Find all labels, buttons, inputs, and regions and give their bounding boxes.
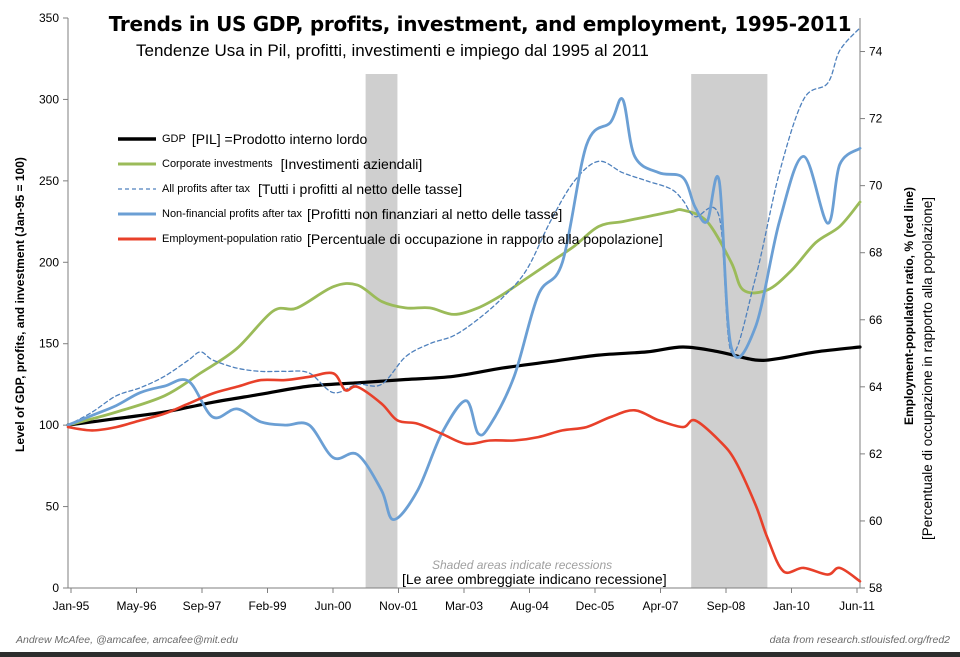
legend-item-nonfinancial-profits: Non-financial profits after tax [Profitt… (118, 203, 562, 225)
legend-swatch-employment (118, 237, 156, 241)
right-tick-label: 58 (869, 581, 883, 595)
legend-label-nonfinancial: Non-financial profits after tax (162, 208, 303, 220)
left-axis-title: Level of GDP, profits, and investment (J… (13, 157, 27, 452)
legend-translation-nonfinancial: [Profitti non finanziari al netto delle … (307, 206, 563, 222)
left-tick-label: 300 (39, 92, 59, 106)
legend-label-gdp: GDP (162, 133, 186, 145)
x-tick-label: Sep-08 (707, 599, 746, 613)
left-tick-label: 100 (39, 418, 59, 432)
chart-subtitle: Tendenze Usa in Pil, profitti, investime… (136, 41, 649, 60)
legend-label-investments: Corporate investments (162, 158, 273, 170)
legend-translation-investments: [Investimenti aziendali] (280, 156, 423, 172)
right-axis-title-translation: [Percentuale di occupazione in rapporto … (920, 197, 935, 540)
x-tick-label: Apr-07 (642, 599, 678, 613)
right-tick-label: 60 (869, 514, 883, 528)
left-tick-label: 350 (39, 11, 59, 25)
x-tick-label: May-96 (116, 599, 156, 613)
right-tick-label: 62 (869, 447, 883, 461)
right-tick-label: 66 (869, 313, 883, 327)
series-line-gdp (66, 345, 862, 427)
x-tick-label: Jan-10 (773, 599, 810, 613)
legend-swatch-nonfinancial (118, 212, 156, 216)
legend-swatch-investments (118, 162, 156, 166)
x-tick-label: Mar-03 (445, 599, 483, 613)
x-tick-label: Sep-97 (183, 599, 222, 613)
legend-label-employment: Employment-population ratio (162, 233, 303, 245)
left-tick-label: 0 (52, 581, 59, 595)
x-tick-label: Feb-99 (248, 599, 286, 613)
x-tick-label: Jan-95 (53, 599, 90, 613)
legend-translation-gdp: [PIL] =Prodotto interno lordo (191, 131, 368, 147)
left-tick-label: 200 (39, 255, 59, 269)
legend-translation-all-profits: [Tutti i profitti al netto delle tasse] (258, 181, 463, 197)
legend-label-all-profits: All profits after tax (162, 183, 251, 195)
legend-item-all-profits: All profits after tax [Tutti i profitti … (118, 178, 462, 200)
author-credit: Andrew McAfee, @amcafee, amcafee@mit.edu (16, 634, 239, 646)
legend-translation-employment: [Percentuale di occupazione in rapporto … (307, 231, 663, 247)
right-tick-label: 74 (869, 45, 883, 59)
bottom-band (0, 652, 960, 657)
right-tick-label: 68 (869, 246, 883, 260)
legend-swatch-all-profits (118, 188, 156, 190)
series-line-all-profits-after-tax (67, 27, 861, 426)
recession-note: Shaded areas indicate recessions (432, 558, 613, 572)
legend-item-employment: Employment-population ratio [Percentuale… (118, 228, 663, 250)
right-axis-title: Employment-population ratio, % (red line… (902, 186, 916, 425)
data-source: data from research.stlouisfed.org/fred2 (769, 634, 950, 646)
legend: GDP [PIL] =Prodotto interno lordo Corpor… (118, 128, 818, 253)
series-line-corporate-investments (66, 200, 862, 427)
x-tick-label: Nov-01 (379, 599, 418, 613)
left-tick-label: 250 (39, 174, 59, 188)
series-line-non-financial-profits-after-tax (66, 97, 862, 521)
right-tick-label: 64 (869, 380, 883, 394)
series-line-employment-population-ratio (66, 371, 862, 583)
legend-item-gdp: GDP [PIL] =Prodotto interno lordo (118, 128, 367, 150)
left-tick-label: 50 (46, 500, 60, 514)
legend-swatch-gdp (118, 137, 156, 141)
recession-band-1 (365, 74, 398, 588)
x-tick-label: Jun-00 (315, 599, 352, 613)
legend-item-corporate-investments: Corporate investments [Investimenti azie… (118, 153, 422, 175)
right-tick-label: 70 (869, 179, 883, 193)
recession-note-translation: [Le aree ombreggiate indicano recessione… (402, 571, 667, 587)
right-tick-label: 72 (869, 112, 883, 126)
x-tick-label: Aug-04 (510, 599, 549, 613)
x-tick-label: Dec-05 (576, 599, 615, 613)
x-tick-label: Jun-11 (839, 599, 875, 613)
left-tick-label: 150 (39, 337, 59, 351)
chart-title: Trends in US GDP, profits, investment, a… (108, 12, 852, 36)
